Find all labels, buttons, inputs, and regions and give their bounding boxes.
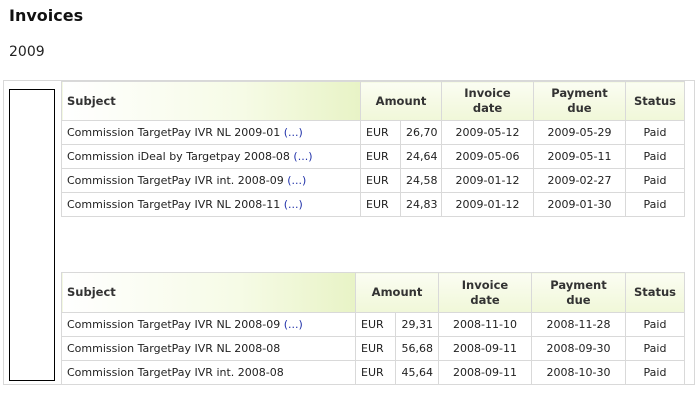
amount-cell: 24,58: [400, 168, 442, 193]
payment-due-cell: 2009-05-11: [533, 144, 626, 169]
col-header-payment-due[interactable]: Payment due: [531, 272, 626, 313]
col-header-amount[interactable]: Amount: [355, 272, 439, 313]
more-link[interactable]: (...): [287, 174, 307, 187]
col-header-status[interactable]: Status: [625, 81, 685, 121]
subject-text: Commission TargetPay IVR NL 2008-08: [67, 342, 281, 355]
status-cell: Paid: [625, 168, 685, 193]
col-header-invoice-date[interactable]: Invoice date: [441, 81, 534, 121]
subject-text: Commission TargetPay IVR NL 2009-01: [67, 126, 281, 139]
currency-cell: EUR: [355, 312, 396, 337]
amount-cell: 56,68: [395, 336, 439, 361]
amount-cell: 29,31: [395, 312, 439, 337]
status-cell: Paid: [625, 120, 685, 145]
more-link[interactable]: (...): [283, 198, 303, 211]
subject-text: Commission TargetPay IVR NL 2008-11: [67, 198, 281, 211]
subject-cell: Commission TargetPay IVR int. 2008-08: [61, 360, 356, 385]
currency-cell: EUR: [360, 168, 401, 193]
table-header-row: Subject Amount Invoice date Payment due …: [61, 81, 685, 121]
subject-cell: Commission TargetPay IVR NL 2008-09 (...…: [61, 312, 356, 337]
table-row: Commission TargetPay IVR int. 2008-08 EU…: [61, 360, 685, 385]
payment-due-cell: 2009-05-29: [533, 120, 626, 145]
col-header-invoice-date[interactable]: Invoice date: [438, 272, 532, 313]
payment-due-cell: 2008-11-28: [531, 312, 626, 337]
subject-cell: Commission TargetPay IVR NL 2008-11 (...…: [61, 192, 361, 217]
table-row: Commission TargetPay IVR NL 2008-11 (...…: [61, 192, 685, 217]
currency-cell: EUR: [360, 192, 401, 217]
col-header-amount[interactable]: Amount: [360, 81, 442, 121]
invoices-table-1: Subject Amount Invoice date Payment due …: [61, 81, 685, 217]
col-header-invoice-date-line1: Invoice: [461, 277, 509, 292]
amount-cell: 45,64: [395, 360, 439, 385]
invoices-table-2: Subject Amount Invoice date Payment due …: [61, 272, 685, 385]
col-header-payment-due[interactable]: Payment due: [533, 81, 626, 121]
currency-cell: EUR: [355, 336, 396, 361]
table-row: Commission iDeal by Targetpay 2008-08 (.…: [61, 144, 685, 169]
invoice-date-cell: 2008-09-11: [438, 360, 532, 385]
invoice-date-cell: 2009-01-12: [441, 168, 534, 193]
table-row: Commission TargetPay IVR int. 2008-09 (.…: [61, 168, 685, 193]
col-header-invoice-date-line2: date: [470, 292, 500, 307]
col-header-payment-due-line1: Payment: [550, 277, 607, 292]
more-link[interactable]: (...): [283, 126, 303, 139]
invoice-date-cell: 2008-11-10: [438, 312, 532, 337]
page-title: Invoices: [9, 6, 84, 25]
subject-text: Commission iDeal by Targetpay 2008-08: [67, 150, 290, 163]
subject-cell: Commission TargetPay IVR NL 2009-01 (...…: [61, 120, 361, 145]
subject-text: Commission TargetPay IVR NL 2008-09: [67, 318, 281, 331]
subject-text: Commission TargetPay IVR int. 2008-08: [67, 366, 284, 379]
table-row: Commission TargetPay IVR NL 2008-09 (...…: [61, 312, 685, 337]
amount-cell: 24,64: [400, 144, 442, 169]
col-header-subject[interactable]: Subject: [61, 81, 361, 121]
status-cell: Paid: [625, 336, 685, 361]
col-header-payment-due-line2: due: [566, 292, 591, 307]
more-link[interactable]: (...): [283, 318, 303, 331]
currency-cell: EUR: [360, 120, 401, 145]
currency-cell: EUR: [355, 360, 396, 385]
status-cell: Paid: [625, 360, 685, 385]
subject-cell: Commission TargetPay IVR NL 2008-08: [61, 336, 356, 361]
amount-cell: 26,70: [400, 120, 442, 145]
currency-cell: EUR: [360, 144, 401, 169]
status-cell: Paid: [625, 192, 685, 217]
col-header-invoice-date-line2: date: [472, 101, 503, 115]
col-header-subject[interactable]: Subject: [61, 272, 356, 313]
payment-due-cell: 2008-09-30: [531, 336, 626, 361]
invoice-date-cell: 2009-05-06: [441, 144, 534, 169]
subject-cell: Commission iDeal by Targetpay 2008-08 (.…: [61, 144, 361, 169]
col-header-status[interactable]: Status: [625, 272, 685, 313]
status-cell: Paid: [625, 312, 685, 337]
invoice-date-cell: 2009-05-12: [441, 120, 534, 145]
invoice-date-cell: 2009-01-12: [441, 192, 534, 217]
status-cell: Paid: [625, 144, 685, 169]
table-header-row: Subject Amount Invoice date Payment due …: [61, 272, 685, 313]
side-panel: [9, 89, 55, 381]
invoice-date-cell: 2008-09-11: [438, 336, 532, 361]
amount-cell: 24,83: [400, 192, 442, 217]
col-header-payment-due-line2: due: [567, 101, 592, 115]
col-header-payment-due-line1: Payment: [551, 86, 608, 100]
col-header-invoice-date-line1: Invoice: [464, 86, 511, 100]
payment-due-cell: 2009-01-30: [533, 192, 626, 217]
subject-text: Commission TargetPay IVR int. 2008-09: [67, 174, 284, 187]
year-heading: 2009: [9, 44, 45, 60]
subject-cell: Commission TargetPay IVR int. 2008-09 (.…: [61, 168, 361, 193]
payment-due-cell: 2009-02-27: [533, 168, 626, 193]
table-row: Commission TargetPay IVR NL 2009-01 (...…: [61, 120, 685, 145]
payment-due-cell: 2008-10-30: [531, 360, 626, 385]
table-row: Commission TargetPay IVR NL 2008-08 EUR …: [61, 336, 685, 361]
more-link[interactable]: (...): [293, 150, 313, 163]
